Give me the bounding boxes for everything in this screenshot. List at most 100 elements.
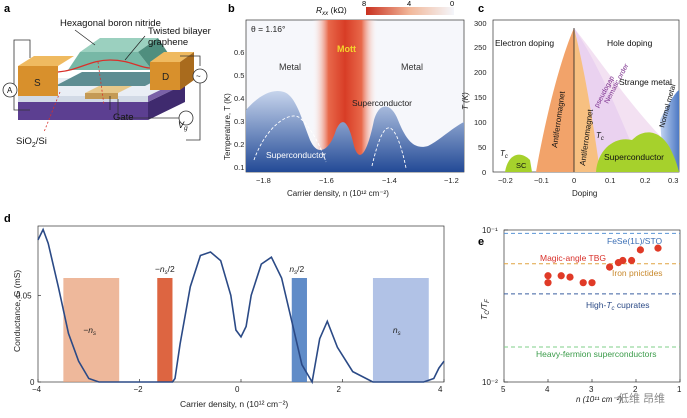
colorbar-label: Rxx (kΩ) <box>316 5 347 17</box>
band-label-neg-ns: −ns <box>83 325 96 337</box>
tbg-point <box>619 256 627 265</box>
panel-c-letter: c <box>478 3 484 15</box>
panel-b-ytick: 0.4 <box>234 94 244 103</box>
panel-c-xlabel: Doping <box>572 189 597 198</box>
superconducting-region <box>246 90 464 172</box>
panel-c-ytick: 100 <box>474 118 487 127</box>
y-tick-label: 0 <box>30 378 35 387</box>
theta-label: θ = 1.16° <box>251 24 285 34</box>
conductance-ticks: −4 −2 0 2 4 0 0.05 <box>16 291 445 394</box>
x-tick-label: −2 <box>134 385 144 394</box>
panel-b: b Rxx (kΩ) 8 4 0 θ = 1.16° Mott Metal Me… <box>223 0 465 198</box>
drain-front <box>150 62 180 90</box>
colorbar-tick-8: 8 <box>362 0 366 8</box>
substrate-side <box>148 84 185 120</box>
electron-doping-label: Electron doping <box>495 38 554 48</box>
panel-e-xlabel: n (10¹¹ cm⁻²) <box>576 395 622 404</box>
panel-b-xtick: −1.4 <box>382 176 397 185</box>
oxide-front <box>18 96 148 102</box>
conductance-curve <box>37 227 445 385</box>
panel-c-x-ticks: −0.2 −0.1 0 0.1 0.2 0.3 <box>498 176 678 185</box>
ammeter-label: A <box>7 86 13 95</box>
panel-c-ytick: 150 <box>474 93 487 102</box>
drain-top <box>150 52 194 62</box>
panel-b-ytick: 0.6 <box>234 48 244 57</box>
source-front <box>18 66 58 96</box>
tbg-label: Magic-angle TBG <box>540 253 606 263</box>
x-tick-label: 4 <box>545 385 550 394</box>
panel-d-xlabel: Carrier density, n (10¹² cm⁻²) <box>180 399 288 409</box>
sc-big-label: Superconductor <box>604 152 664 162</box>
tbg-point <box>544 279 552 287</box>
panel-c-xtick: 0.1 <box>605 176 615 185</box>
reference-lines <box>504 232 680 348</box>
panel-e-letter: e <box>478 236 484 248</box>
panel-c-xtick: −0.2 <box>498 176 513 185</box>
tc-tf-ticks: 5 4 3 2 1 10⁻¹ 10⁻² <box>482 226 682 394</box>
gate-top <box>85 85 134 93</box>
afm-hole-region <box>574 28 600 172</box>
panel-c-ytick: 0 <box>482 168 486 177</box>
graphene-pointer <box>97 61 105 106</box>
sc-dome-hole <box>596 132 679 172</box>
cuprate-label: High-Tc cuprates <box>586 300 649 312</box>
panel-c: c Electron doping Hole doping Strange me… <box>461 3 680 198</box>
band-label-neg-half: −ns/2 <box>155 264 175 276</box>
panel-c-ytick: 200 <box>474 68 487 77</box>
conductance-band <box>157 278 173 382</box>
colorbar-tick-0: 0 <box>450 0 454 8</box>
tbg-point <box>588 279 596 287</box>
x-tick-label: 1 <box>677 385 682 394</box>
graphene-layer <box>57 59 151 73</box>
tbg-label: Twisted bilayer <box>148 26 211 37</box>
panel-d-letter: d <box>4 213 11 225</box>
y-tick-label: 0.05 <box>16 291 32 300</box>
panel-b-ytick: 0.1 <box>234 163 244 172</box>
drain-label: D <box>162 72 169 83</box>
strange-metal-label: Strange metal <box>619 77 672 87</box>
panel-b-xtick: −1.6 <box>319 176 334 185</box>
panel-c-xtick: 0.2 <box>640 176 650 185</box>
band-label-pos-half: ns/2 <box>289 264 304 276</box>
hole-doping-label: Hole doping <box>607 38 653 48</box>
panel-b-letter: b <box>228 3 235 15</box>
panel-a: a S D Hexagonal boron nitride Twis <box>2 3 211 149</box>
panel-b-ytick: 0.5 <box>234 71 244 80</box>
panel-e: e 5 4 3 2 1 10⁻¹ 10⁻² FeSe(1L)/STO Magic-angle… <box>478 226 682 405</box>
gate-front <box>85 93 118 99</box>
sc-right-label: Superconductor <box>352 98 412 108</box>
mott-label: Mott <box>337 44 356 54</box>
x-tick-label: −4 <box>32 385 42 394</box>
y-tick-label: 10⁻¹ <box>482 226 498 235</box>
tbg-label-2: graphene <box>148 37 188 48</box>
source-label: S <box>34 78 41 89</box>
tbg-point <box>557 272 565 280</box>
panel-b-xtick: −1.8 <box>256 176 271 185</box>
iron-label: Iron pnictides <box>612 268 663 278</box>
substrate-pointer <box>43 91 61 133</box>
hbn-label: Hexagonal boron nitride <box>60 18 161 29</box>
tbg-point <box>606 263 614 271</box>
panel-c-ytick: 50 <box>478 143 486 152</box>
tbg-point <box>628 256 636 265</box>
panel-b-ytick: 0.2 <box>234 140 244 149</box>
tbg-point <box>636 246 645 254</box>
sc-dome-right <box>371 127 407 169</box>
panel-e-ylabel: TC/TF <box>479 299 491 320</box>
colorbar-tick-4: 4 <box>407 0 411 8</box>
sc-dome-electron <box>505 154 532 172</box>
tbg-leader <box>124 35 146 61</box>
ac-source-glyph: ~ <box>196 72 201 81</box>
gate-label: Gate <box>113 112 134 123</box>
conductance-band <box>63 278 120 382</box>
metal-right-label: Metal <box>401 62 423 72</box>
fese-label: FeSe(1L)/STO <box>607 236 663 246</box>
conductance-band <box>291 278 307 382</box>
heavy-fermion-label: Heavy-fermion superconductors <box>536 349 656 359</box>
conductance-bands <box>63 278 429 382</box>
panel-d-ylabel: Conductance, G (mS) <box>12 270 22 352</box>
hbn-top-face <box>80 38 158 52</box>
hbn-top <box>68 52 152 70</box>
drain-side <box>180 52 194 90</box>
panel-c-ytick: 300 <box>474 19 487 28</box>
